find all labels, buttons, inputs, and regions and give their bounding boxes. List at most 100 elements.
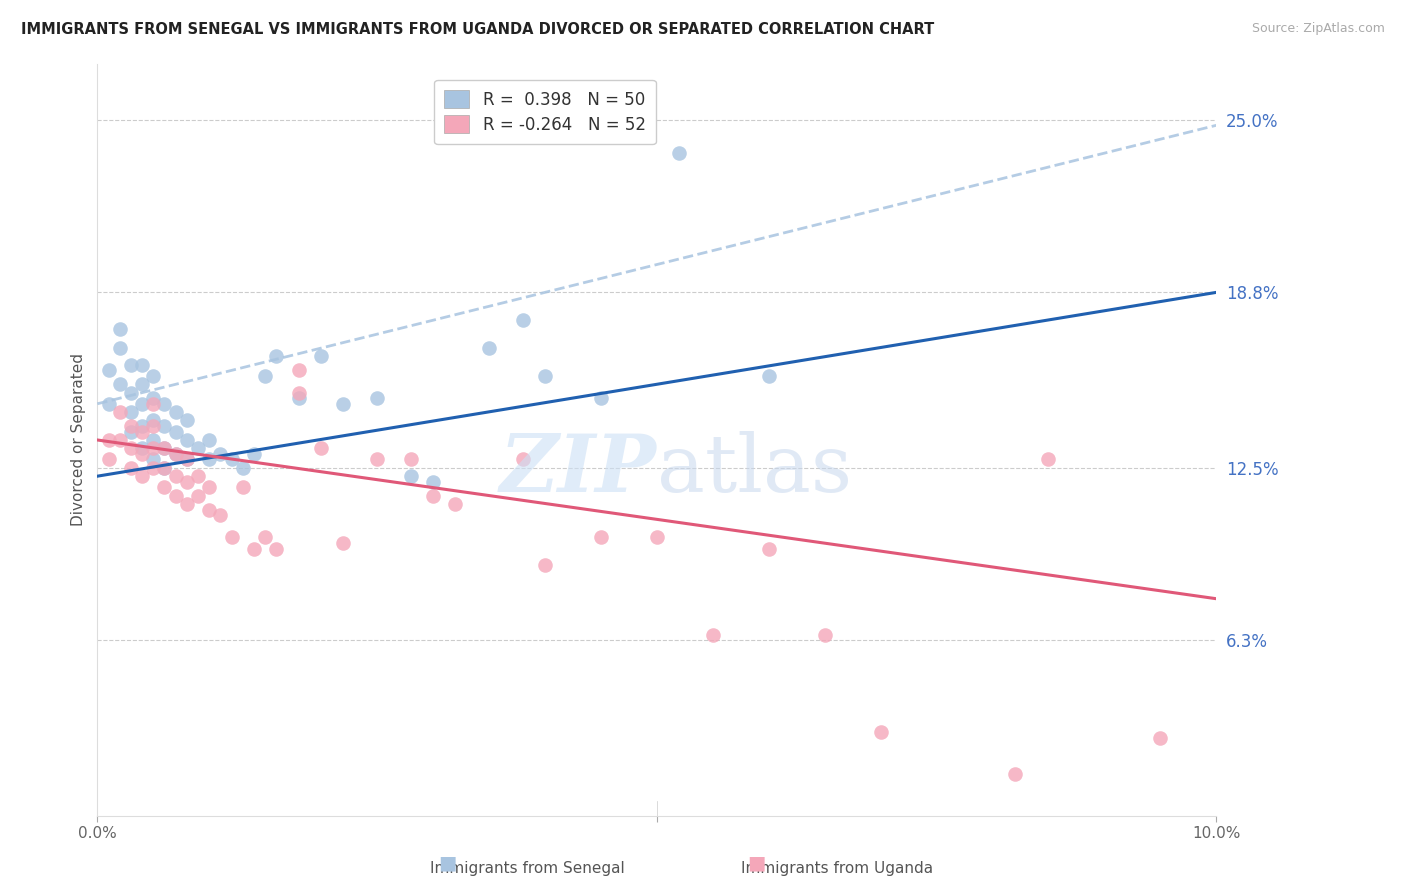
Point [534,368,557,383]
Point [153,442,176,456]
Point [399,452,422,467]
Point [176,433,198,447]
Point [366,452,388,467]
Point [165,405,187,419]
Point [702,628,724,642]
Point [131,419,153,434]
Text: Immigrants from Uganda: Immigrants from Uganda [741,861,932,876]
Point [142,368,165,383]
Point [266,350,288,364]
Point [142,397,165,411]
Point [309,442,332,456]
Point [309,350,332,364]
Point [153,480,176,494]
Point [142,460,165,475]
Point [120,385,142,400]
Point [668,146,690,161]
Point [1038,452,1060,467]
Point [153,460,176,475]
Point [165,447,187,461]
Point [444,497,467,511]
Point [232,460,254,475]
Point [187,469,209,483]
Point [422,475,444,489]
Point [153,397,176,411]
Point [221,452,243,467]
Text: ZIP: ZIP [501,432,657,508]
Point [869,725,891,739]
Point [131,397,153,411]
Point [243,541,266,556]
Point [142,391,165,405]
Point [176,413,198,427]
Legend: R =  0.398   N = 50, R = -0.264   N = 52: R = 0.398 N = 50, R = -0.264 N = 52 [434,80,655,144]
Point [165,425,187,439]
Point [198,452,221,467]
Point [142,452,165,467]
Point [108,377,131,392]
Point [512,313,534,327]
Point [120,358,142,372]
Text: IMMIGRANTS FROM SENEGAL VS IMMIGRANTS FROM UGANDA DIVORCED OR SEPARATED CORRELAT: IMMIGRANTS FROM SENEGAL VS IMMIGRANTS FR… [21,22,935,37]
Point [813,628,835,642]
Point [332,536,354,550]
Point [198,502,221,516]
Text: atlas: atlas [657,431,852,509]
Point [254,368,277,383]
Point [366,391,388,405]
Point [198,433,221,447]
Point [1149,731,1171,745]
Point [534,558,557,573]
Point [176,452,198,467]
Point [645,531,668,545]
Y-axis label: Divorced or Separated: Divorced or Separated [72,353,86,526]
Point [266,541,288,556]
Point [120,425,142,439]
Point [243,447,266,461]
Point [120,405,142,419]
Point [131,447,153,461]
Point [176,497,198,511]
Point [142,433,165,447]
Point [165,447,187,461]
Point [332,397,354,411]
Point [97,452,120,467]
Point [399,469,422,483]
Point [97,363,120,377]
Point [108,341,131,355]
Point [120,460,142,475]
Point [108,405,131,419]
Point [198,480,221,494]
Point [758,368,780,383]
Point [287,385,309,400]
Point [142,442,165,456]
Point [153,442,176,456]
Point [131,442,153,456]
Point [589,391,612,405]
Point [120,442,142,456]
Point [131,469,153,483]
Point [221,531,243,545]
Point [209,508,232,523]
Point [153,460,176,475]
Point [758,541,780,556]
Point [165,469,187,483]
Point [142,419,165,434]
Text: ■: ■ [747,854,766,872]
Point [422,489,444,503]
Point [187,489,209,503]
Point [165,489,187,503]
Point [232,480,254,494]
Point [176,452,198,467]
Point [97,397,120,411]
Point [187,442,209,456]
Point [108,433,131,447]
Point [209,447,232,461]
Point [131,377,153,392]
Text: Source: ZipAtlas.com: Source: ZipAtlas.com [1251,22,1385,36]
Point [589,531,612,545]
Point [287,391,309,405]
Point [287,363,309,377]
Point [176,475,198,489]
Point [512,452,534,467]
